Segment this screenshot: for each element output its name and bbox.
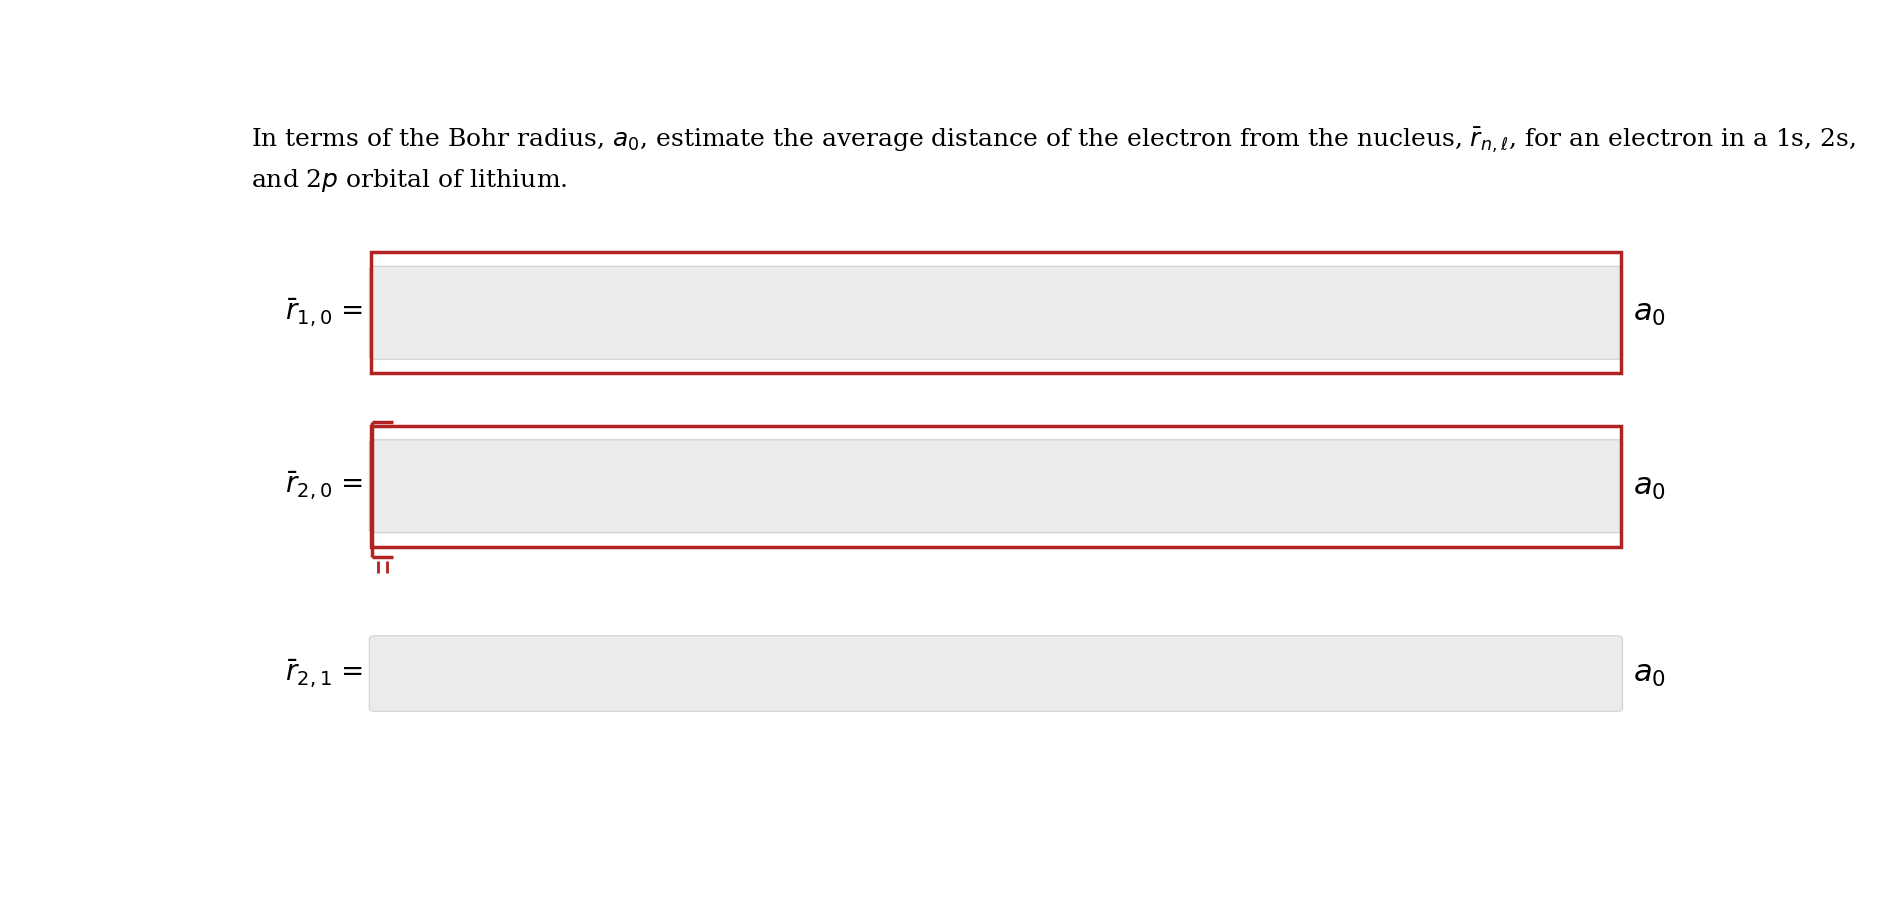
- Text: $\bar{r}_{1,0}$ =: $\bar{r}_{1,0}$ =: [285, 296, 363, 329]
- Text: $a_0$: $a_0$: [1632, 297, 1666, 328]
- Text: $a_0$: $a_0$: [1632, 470, 1666, 502]
- Bar: [370, 252, 1621, 374]
- FancyBboxPatch shape: [370, 636, 1623, 711]
- FancyBboxPatch shape: [370, 267, 1623, 359]
- Text: In terms of the Bohr radius, $a_0$, estimate the average distance of the electro: In terms of the Bohr radius, $a_0$, esti…: [251, 125, 1855, 155]
- Text: and 2$p$ orbital of lithium.: and 2$p$ orbital of lithium.: [251, 167, 567, 194]
- Text: $\bar{r}_{2,0}$ =: $\bar{r}_{2,0}$ =: [285, 470, 363, 503]
- Text: $a_0$: $a_0$: [1632, 658, 1666, 689]
- Bar: [370, 425, 1621, 547]
- FancyBboxPatch shape: [370, 440, 1623, 532]
- Text: $\bar{r}_{2,1}$ =: $\bar{r}_{2,1}$ =: [285, 658, 363, 689]
